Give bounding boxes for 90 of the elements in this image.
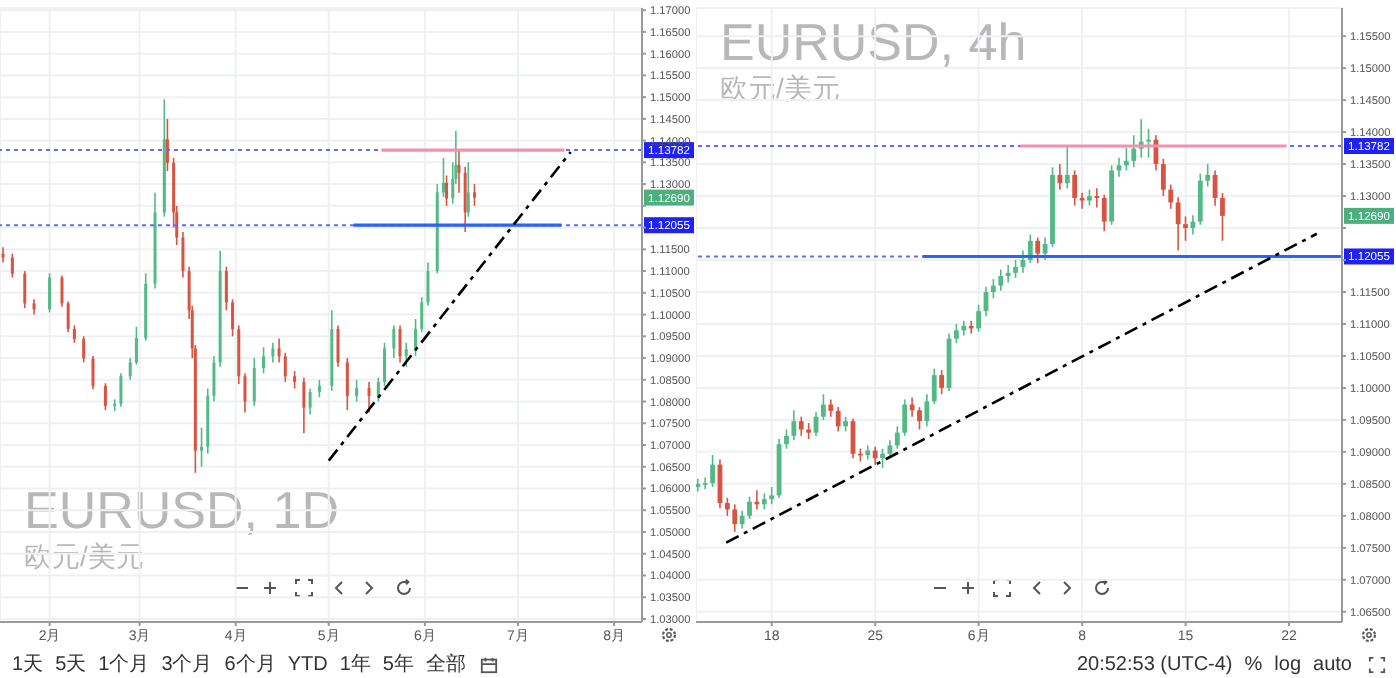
candlestick: [784, 428, 789, 450]
candlestick: [924, 393, 930, 428]
candlestick: [308, 387, 312, 416]
candlestick: [1094, 187, 1100, 209]
candlestick: [252, 357, 256, 407]
candlestick: [1035, 236, 1041, 264]
candlestick: [1124, 147, 1129, 172]
candlestick: [231, 298, 235, 338]
text: %: [1244, 653, 1263, 675]
candlestick: [262, 346, 266, 375]
text: 全部: [425, 651, 466, 678]
candlestick: [1160, 158, 1166, 197]
candlestick: [1146, 128, 1151, 159]
candlestick: [271, 342, 275, 364]
candlestick: [1, 246, 5, 264]
text: YTD: [287, 653, 328, 675]
candlestick: [835, 406, 841, 433]
candlestick: [463, 165, 467, 233]
candlestick: [60, 274, 64, 308]
candlestick: [902, 398, 908, 437]
candlestick: [747, 495, 752, 520]
candlestick: [954, 323, 959, 344]
candlestick: [283, 352, 287, 383]
candlestick: [1079, 192, 1085, 210]
candlestick: [392, 324, 396, 359]
candlestick: [821, 393, 826, 421]
candlestick: [1005, 264, 1011, 284]
text: 6个月: [224, 652, 276, 678]
candlestick: [128, 357, 132, 381]
candlestick: [336, 324, 340, 368]
text: 1个月: [98, 652, 150, 678]
candlestick: [1175, 196, 1181, 252]
candlestick: [1064, 144, 1070, 190]
candlestick: [1220, 192, 1225, 242]
candlestick: [1057, 163, 1063, 191]
candlestick: [1131, 134, 1137, 169]
candlestick: [345, 357, 349, 412]
text: 5天: [55, 652, 87, 678]
text: 3个月: [161, 652, 213, 678]
candlestick: [1205, 163, 1211, 188]
candlestick: [103, 382, 107, 412]
candlestick: [1042, 236, 1048, 261]
candlestick: [134, 325, 138, 366]
candlestick: [367, 381, 371, 414]
candlestick: [998, 268, 1004, 292]
candlestick: [1072, 169, 1078, 207]
chart-title: EURUSD, 4h: [720, 12, 1027, 72]
candlestick: [931, 367, 937, 405]
text: auto: [1313, 653, 1352, 675]
candlestick: [702, 476, 708, 490]
text: 20:52:53 (UTC-4): [1076, 653, 1233, 675]
candlestick: [82, 335, 86, 364]
candlestick: [732, 503, 738, 533]
candlestick: [445, 174, 449, 207]
candlestick: [66, 300, 70, 333]
candlestick: [200, 426, 204, 468]
candlestick: [976, 303, 981, 333]
candlestick: [880, 447, 885, 469]
candlestick: [457, 148, 461, 194]
candlestick: [939, 369, 945, 396]
candlestick: [1101, 193, 1107, 233]
candlestick: [865, 444, 871, 461]
candlestick: [472, 183, 476, 207]
candlestick: [798, 415, 804, 437]
candlestick: [48, 272, 52, 314]
candlestick: [894, 425, 900, 450]
candlestick: [302, 376, 306, 435]
candlestick: [91, 355, 95, 391]
candlestick: [355, 378, 359, 403]
candlestick: [414, 318, 418, 357]
text: 5年: [382, 652, 414, 678]
text: log: [1274, 653, 1302, 675]
candlestick: [23, 270, 27, 309]
text: 1年: [339, 652, 371, 678]
candlestick: [119, 372, 123, 408]
candlestick: [791, 409, 797, 442]
candlestick: [1168, 183, 1174, 210]
candlestick: [224, 265, 228, 312]
candlestick: [404, 342, 408, 368]
candlestick: [1197, 172, 1203, 226]
candlestick: [990, 278, 996, 300]
candlestick: [696, 477, 701, 493]
candlestick: [383, 342, 387, 388]
candlestick: [1183, 215, 1188, 242]
candlestick: [441, 157, 445, 198]
candlestick: [398, 324, 402, 364]
candlestick: [710, 454, 715, 488]
text: 1天: [12, 652, 44, 678]
candlestick: [917, 406, 922, 431]
candlestick: [10, 252, 14, 279]
